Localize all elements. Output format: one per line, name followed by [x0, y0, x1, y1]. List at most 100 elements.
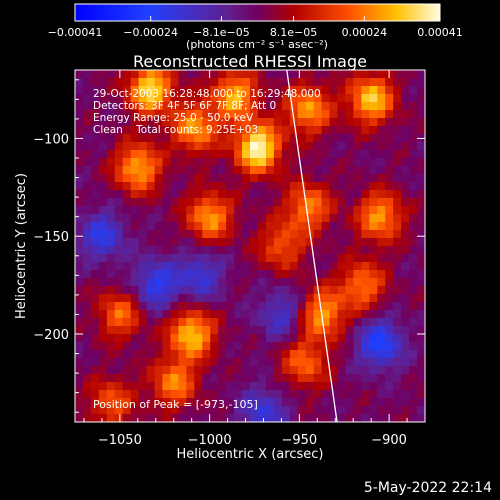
heatmap-cell — [226, 102, 235, 111]
heatmap-cell — [393, 246, 402, 255]
heatmap-cell — [313, 222, 323, 231]
heatmap-cell — [273, 294, 283, 303]
heatmap-cell — [257, 150, 267, 159]
heatmap-cell — [265, 86, 275, 95]
heatmap-cell — [329, 182, 339, 191]
heatmap-cell — [273, 86, 283, 95]
heatmap-cell — [202, 238, 211, 247]
heatmap-cell — [106, 86, 116, 95]
heatmap-cell — [82, 262, 92, 271]
heatmap-cell — [337, 326, 347, 335]
heatmap-cell — [265, 158, 275, 167]
heatmap-cell — [361, 286, 370, 295]
heatmap-cell — [305, 342, 315, 351]
heatmap-cell — [313, 278, 323, 287]
heatmap-cell — [297, 110, 307, 119]
heatmap-cell — [114, 126, 124, 135]
heatmap-cell — [234, 238, 243, 247]
heatmap-cell — [321, 142, 331, 151]
heatmap-cell — [98, 270, 108, 279]
heatmap-cell — [257, 294, 267, 303]
heatmap-cell — [194, 118, 203, 127]
heatmap-cell — [281, 254, 291, 263]
heatmap-cell — [226, 166, 235, 175]
heatmap-cell — [409, 294, 418, 303]
heatmap-cell — [202, 70, 211, 79]
heatmap-cell — [194, 382, 203, 391]
heatmap-cell — [353, 278, 362, 287]
heatmap-cell — [250, 342, 259, 351]
heatmap-cell — [138, 270, 148, 279]
heatmap-cell — [265, 270, 275, 279]
heatmap-cell — [401, 118, 410, 127]
heatmap-cell — [194, 134, 203, 143]
heatmap-cell — [162, 158, 172, 167]
heatmap-cell — [170, 382, 179, 391]
heatmap-cell — [369, 134, 378, 143]
heatmap-cell — [281, 190, 291, 199]
heatmap-cell — [265, 294, 275, 303]
heatmap-cell — [417, 142, 425, 151]
heatmap-cell — [210, 350, 219, 359]
heatmap-cell — [130, 294, 140, 303]
heatmap-cell — [250, 78, 259, 87]
heatmap-cell — [234, 158, 243, 167]
heatmap-cell — [313, 342, 323, 351]
heatmap-cell — [281, 150, 291, 159]
heatmap-cell — [257, 198, 267, 207]
heatmap-cell — [170, 254, 179, 263]
heatmap-cell — [329, 70, 339, 79]
heatmap-cell — [273, 270, 283, 279]
heatmap-cell — [265, 126, 275, 135]
heatmap-cell — [369, 150, 378, 159]
heatmap-cell — [377, 94, 386, 103]
heatmap-cell — [265, 334, 275, 343]
heatmap-cell — [321, 230, 331, 239]
heatmap-cell — [146, 366, 156, 375]
heatmap-cell — [289, 174, 299, 183]
heatmap-cell — [210, 342, 219, 351]
heatmap-cell — [218, 254, 227, 263]
heatmap-cell — [345, 286, 354, 295]
heatmap-cell — [106, 302, 116, 311]
heatmap-cell — [281, 278, 291, 287]
heatmap-cell — [194, 366, 203, 375]
heatmap-cell — [393, 406, 402, 415]
heatmap-cell — [345, 198, 354, 207]
heatmap-cell — [393, 358, 402, 367]
annotation-detectors: Detectors: 3F 4F 5F 6F 7F 8F; Att 0 — [93, 100, 276, 112]
heatmap-cell — [122, 86, 132, 95]
heatmap-cell — [305, 334, 315, 343]
heatmap-cell — [178, 230, 187, 239]
heatmap-cell — [345, 318, 354, 327]
heatmap-cell — [377, 190, 386, 199]
heatmap-cell — [146, 134, 156, 143]
heatmap-cell — [305, 246, 315, 255]
heatmap-cell — [186, 110, 195, 119]
heatmap-cell — [250, 302, 259, 311]
heatmap-cell — [250, 142, 259, 151]
heatmap-cell — [369, 390, 378, 399]
heatmap-cell — [385, 222, 394, 231]
heatmap-cell — [337, 190, 347, 199]
heatmap-cell — [305, 238, 315, 247]
heatmap-cell — [218, 142, 227, 151]
heatmap-cell — [369, 230, 378, 239]
heatmap-cell — [257, 342, 267, 351]
heatmap-cell — [170, 294, 179, 303]
heatmap-cell — [90, 286, 100, 295]
heatmap-cell — [281, 262, 291, 271]
heatmap-cell — [369, 254, 378, 263]
heatmap-cell — [162, 366, 172, 375]
heatmap-cell — [369, 78, 378, 87]
heatmap-cell — [162, 190, 172, 199]
heatmap-cell — [369, 398, 378, 407]
heatmap-cell — [393, 70, 402, 79]
heatmap-cell — [417, 342, 425, 351]
heatmap-cell — [273, 334, 283, 343]
heatmap-cell — [337, 198, 347, 207]
heatmap-cell — [98, 318, 108, 327]
heatmap-cell — [186, 318, 195, 327]
heatmap-cell — [146, 158, 156, 167]
heatmap-cell — [186, 246, 195, 255]
